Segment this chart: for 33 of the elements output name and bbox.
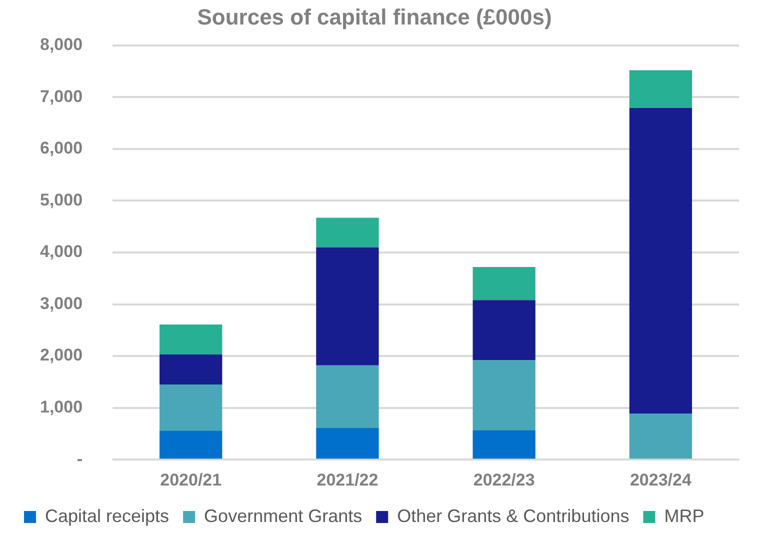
- legend-label: Government Grants: [204, 506, 362, 526]
- bar: [629, 108, 692, 414]
- y-tick-label: 1,000: [40, 398, 83, 417]
- bar: [160, 384, 222, 431]
- x-tick-label: 2020/21: [160, 470, 222, 490]
- x-tick-label: 2023/24: [630, 470, 692, 490]
- x-tick-label: 2022/23: [473, 470, 535, 490]
- y-tick-label: 7,000: [40, 86, 83, 106]
- y-tick-label: 2,000: [40, 346, 83, 365]
- bar: [472, 266, 536, 300]
- chart-title: Sources of capital finance (£000s): [197, 4, 552, 30]
- bar: [472, 360, 536, 430]
- bar: [316, 218, 379, 248]
- bar: [472, 300, 536, 360]
- bar: [629, 414, 692, 459]
- legend-label: Capital receipts: [45, 506, 170, 526]
- y-tick-label: 5,000: [40, 190, 83, 210]
- bar: [316, 247, 379, 366]
- legend-label: MRP: [664, 506, 704, 526]
- y-tick-label: 4,000: [40, 242, 83, 262]
- y-tick-label: 6,000: [40, 138, 83, 158]
- bar: [472, 430, 536, 459]
- y-tick-label: 3,000: [40, 294, 83, 313]
- bar: [160, 324, 222, 354]
- x-tick-label: 2021/22: [316, 470, 378, 490]
- bar: [316, 365, 379, 428]
- bar: [160, 354, 222, 385]
- bar: [629, 70, 692, 108]
- bar: [316, 428, 379, 459]
- bar: [160, 430, 222, 459]
- legend-label: Other Grants & Contributions: [397, 506, 630, 526]
- y-tick-label: 8,000: [40, 35, 83, 54]
- y-tick-label: -: [76, 449, 83, 468]
